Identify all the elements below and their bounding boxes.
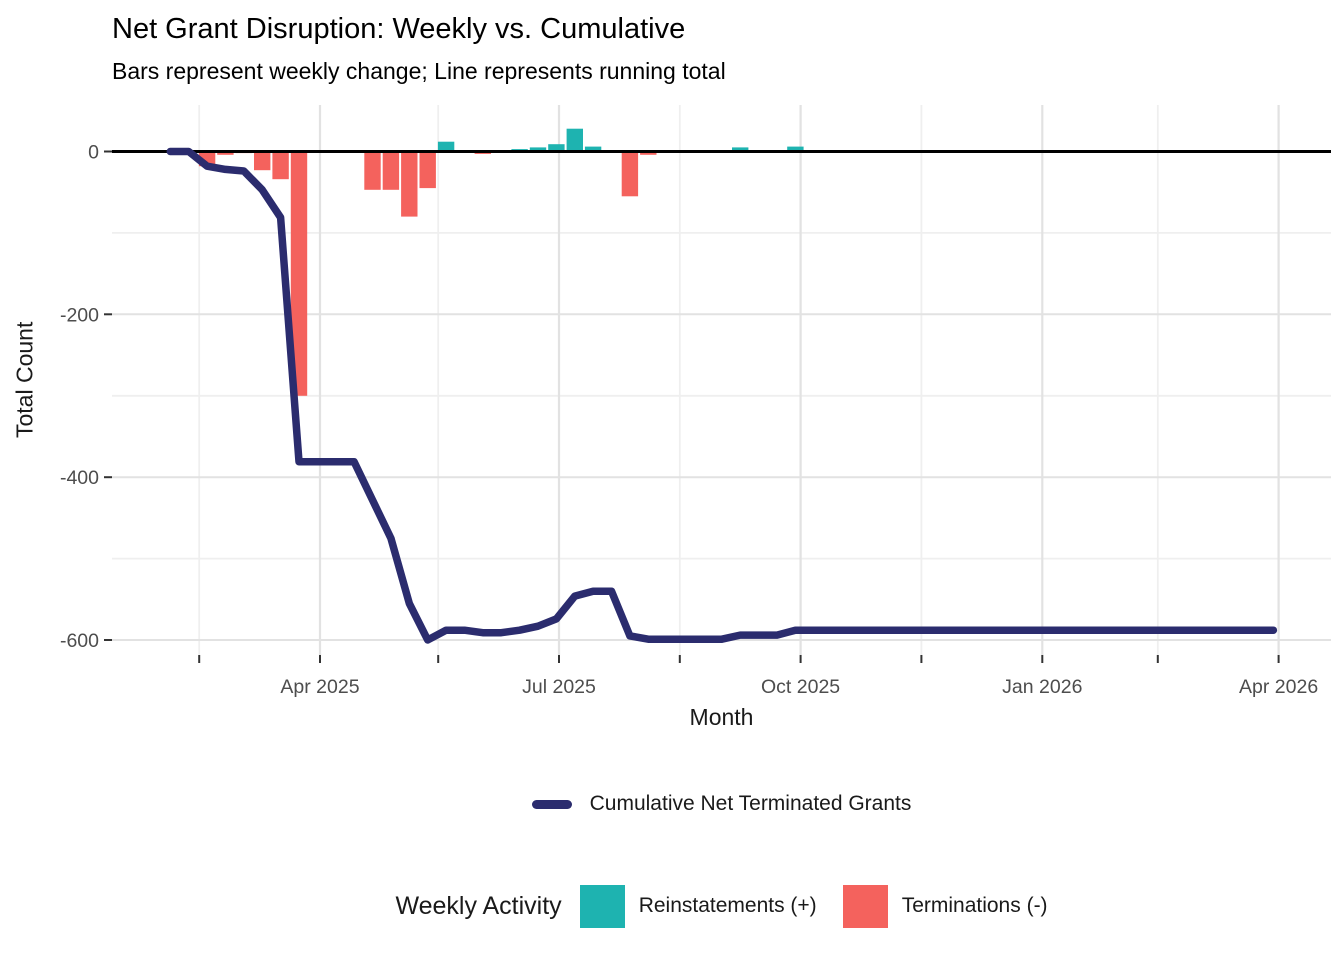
- svg-text:Oct 2025: Oct 2025: [761, 676, 840, 698]
- grid-minor: [112, 105, 1331, 655]
- x-tick-labels: Apr 2025 Jul 2025 Oct 2025 Jan 2026 Apr 2026: [280, 676, 1318, 698]
- reinstatement-bar: [566, 128, 583, 152]
- svg-text:-400: -400: [60, 467, 99, 489]
- reinstatement-bar: [548, 144, 565, 152]
- y-axis-title: Total Count: [11, 321, 38, 439]
- svg-text:0: 0: [88, 142, 99, 164]
- cumulative-line-swatch: [531, 799, 572, 809]
- terminations-key-swatch: [842, 884, 888, 928]
- reinstatement-bar: [787, 146, 804, 152]
- termination-bar: [621, 151, 639, 197]
- line-legend: Cumulative Net Terminated Grants: [112, 786, 1331, 822]
- terminations-legend-label: Terminations (-): [901, 894, 1048, 917]
- weekly-activity-legend: Weekly Activity Reinstatements (+) Termi…: [112, 876, 1331, 936]
- grid-major: [112, 105, 1331, 655]
- termination-bar: [419, 151, 436, 189]
- svg-text:Jan 2026: Jan 2026: [1002, 676, 1082, 698]
- termination-bar: [254, 151, 271, 171]
- termination-bar: [290, 151, 308, 396]
- reinstatement-bar: [732, 147, 749, 152]
- weekly-activity-legend-title: Weekly Activity: [395, 891, 562, 920]
- line-legend-label: Cumulative Net Terminated Grants: [589, 792, 912, 815]
- termination-bar: [640, 151, 657, 155]
- chart-subtitle: Bars represent weekly change; Line repre…: [112, 58, 726, 84]
- termination-bar: [272, 151, 289, 180]
- termination-bar: [401, 151, 418, 217]
- reinstatements-legend-label: Reinstatements (+): [638, 894, 817, 917]
- reinstatement-bar: [529, 147, 547, 152]
- svg-text:Apr 2025: Apr 2025: [280, 676, 359, 698]
- termination-bar: [217, 151, 234, 155]
- x-axis-title: Month: [689, 704, 754, 730]
- reinstatement-bar: [437, 141, 455, 152]
- svg-text:-200: -200: [60, 304, 99, 326]
- reinstatement-bar: [584, 146, 602, 152]
- termination-bar: [364, 151, 381, 190]
- axis-ticks: [104, 150, 1280, 663]
- svg-text:Jul 2025: Jul 2025: [522, 676, 596, 698]
- termination-bar: [382, 151, 400, 190]
- cumulative-line: [166, 147, 1278, 644]
- y-tick-labels: 0 -200 -400 -600: [60, 142, 99, 653]
- chart-title: Net Grant Disruption: Weekly vs. Cumulat…: [112, 13, 686, 45]
- svg-text:Apr 2026: Apr 2026: [1239, 676, 1318, 698]
- reinstatements-key-swatch: [579, 884, 625, 928]
- svg-text:-600: -600: [60, 630, 99, 652]
